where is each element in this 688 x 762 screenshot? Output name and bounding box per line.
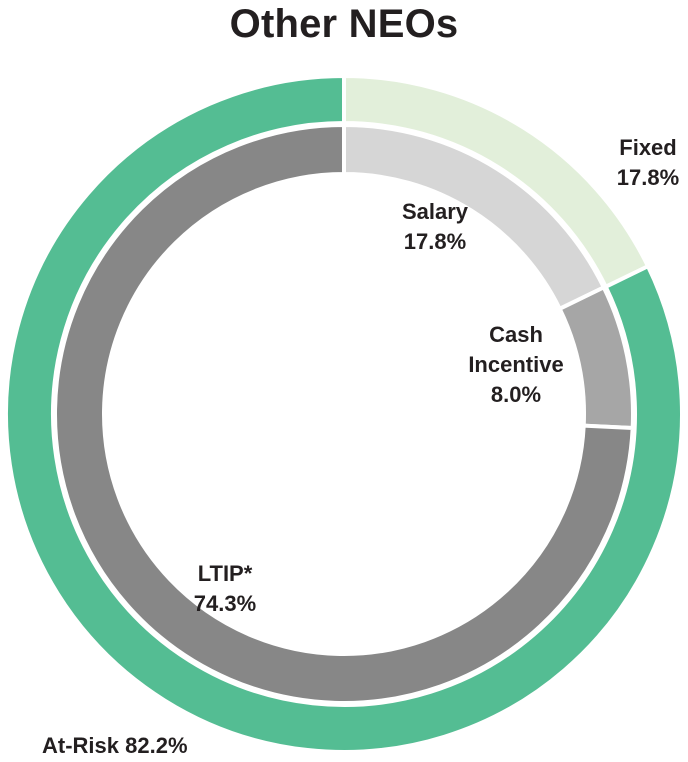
inner-ring xyxy=(53,122,636,705)
label-ltip-name: LTIP* xyxy=(197,561,253,586)
label-fixed-name: Fixed xyxy=(619,135,677,160)
label-ltip-value: 74.3% xyxy=(193,591,257,616)
label-cash-incentive-value: 8.0% xyxy=(490,382,542,407)
label-at-risk-text: At-Risk 82.2% xyxy=(42,733,188,758)
label-salary: Salary 17.8% xyxy=(380,197,490,257)
label-ltip: LTIP* 74.3% xyxy=(170,559,280,619)
label-salary-value: 17.8% xyxy=(403,229,467,254)
label-cash-incentive-name-line1: Cash xyxy=(489,322,543,347)
label-fixed: Fixed 17.8% xyxy=(602,133,688,193)
label-salary-name: Salary xyxy=(401,199,469,224)
inner-slice-ltip xyxy=(53,122,635,705)
label-cash-incentive-name-line2: Incentive xyxy=(468,352,564,377)
chart-title: Other NEOs xyxy=(229,2,459,46)
label-at-risk: At-Risk 82.2% xyxy=(42,731,242,761)
label-cash-incentive: Cash Incentive 8.0% xyxy=(452,320,580,410)
outer-ring xyxy=(4,73,685,754)
label-fixed-value: 17.8% xyxy=(616,165,680,190)
